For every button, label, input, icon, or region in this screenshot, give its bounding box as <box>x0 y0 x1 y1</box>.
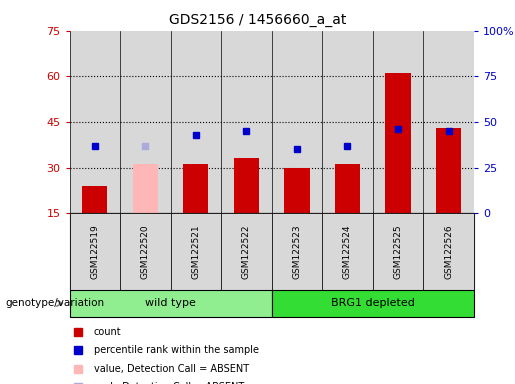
Text: GSM122520: GSM122520 <box>141 224 150 279</box>
Bar <box>234 159 259 213</box>
Bar <box>284 167 310 213</box>
Bar <box>82 186 108 213</box>
Text: GSM122526: GSM122526 <box>444 224 453 279</box>
Bar <box>183 164 209 213</box>
Bar <box>436 128 461 213</box>
Bar <box>272 31 322 213</box>
Bar <box>272 290 474 317</box>
Text: GSM122522: GSM122522 <box>242 224 251 279</box>
Text: BRG1 depleted: BRG1 depleted <box>331 298 415 308</box>
Bar <box>120 31 170 213</box>
Text: GSM122523: GSM122523 <box>293 224 301 279</box>
Bar <box>373 31 423 213</box>
Bar <box>322 31 373 213</box>
Text: GSM122521: GSM122521 <box>192 224 200 279</box>
Text: rank, Detection Call = ABSENT: rank, Detection Call = ABSENT <box>94 382 244 384</box>
Text: GDS2156 / 1456660_a_at: GDS2156 / 1456660_a_at <box>169 13 346 27</box>
Text: count: count <box>94 326 122 337</box>
Text: GSM122519: GSM122519 <box>90 224 99 279</box>
Bar <box>335 164 360 213</box>
Text: percentile rank within the sample: percentile rank within the sample <box>94 345 259 356</box>
Bar <box>423 213 474 290</box>
Text: genotype/variation: genotype/variation <box>5 298 104 308</box>
Text: GSM122525: GSM122525 <box>393 224 403 279</box>
Bar <box>322 213 373 290</box>
Bar <box>70 290 272 317</box>
Bar <box>272 213 322 290</box>
Bar <box>170 213 221 290</box>
Bar <box>373 213 423 290</box>
Bar <box>221 213 272 290</box>
Text: GSM122524: GSM122524 <box>343 224 352 279</box>
Bar <box>70 213 120 290</box>
Bar <box>221 31 272 213</box>
Bar <box>170 31 221 213</box>
Bar <box>385 73 410 213</box>
Text: value, Detection Call = ABSENT: value, Detection Call = ABSENT <box>94 364 249 374</box>
Bar <box>120 213 170 290</box>
Text: wild type: wild type <box>145 298 196 308</box>
Bar <box>70 31 120 213</box>
Bar <box>133 164 158 213</box>
Bar <box>423 31 474 213</box>
